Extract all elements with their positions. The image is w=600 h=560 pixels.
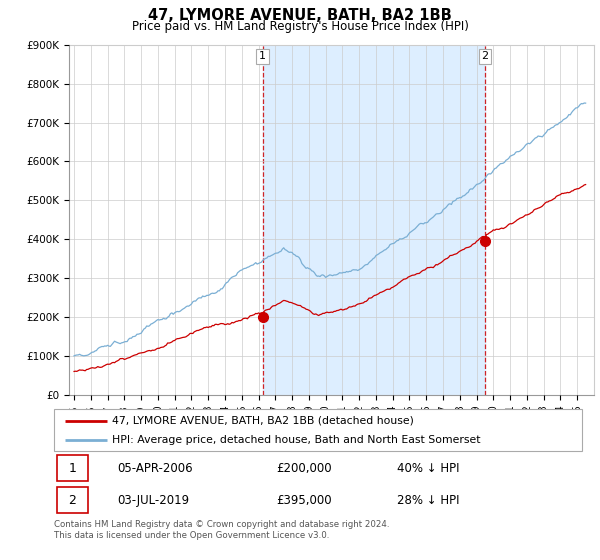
Text: 47, LYMORE AVENUE, BATH, BA2 1BB: 47, LYMORE AVENUE, BATH, BA2 1BB — [148, 8, 452, 24]
Text: £200,000: £200,000 — [276, 461, 331, 475]
Text: 40% ↓ HPI: 40% ↓ HPI — [397, 461, 460, 475]
Text: 47, LYMORE AVENUE, BATH, BA2 1BB (detached house): 47, LYMORE AVENUE, BATH, BA2 1BB (detach… — [112, 416, 414, 426]
Text: 05-APR-2006: 05-APR-2006 — [118, 461, 193, 475]
Bar — [56, 487, 88, 513]
Text: Contains HM Land Registry data © Crown copyright and database right 2024.
This d: Contains HM Land Registry data © Crown c… — [54, 520, 389, 540]
Text: 28% ↓ HPI: 28% ↓ HPI — [397, 493, 460, 507]
Text: HPI: Average price, detached house, Bath and North East Somerset: HPI: Average price, detached house, Bath… — [112, 435, 481, 445]
Text: 1: 1 — [259, 52, 266, 62]
Text: £395,000: £395,000 — [276, 493, 331, 507]
Text: Price paid vs. HM Land Registry's House Price Index (HPI): Price paid vs. HM Land Registry's House … — [131, 20, 469, 32]
Bar — [263, 45, 485, 395]
Bar — [56, 455, 88, 481]
Text: 2: 2 — [481, 52, 488, 62]
Text: 03-JUL-2019: 03-JUL-2019 — [118, 493, 190, 507]
Text: 1: 1 — [68, 461, 76, 475]
Text: 2: 2 — [68, 493, 76, 507]
